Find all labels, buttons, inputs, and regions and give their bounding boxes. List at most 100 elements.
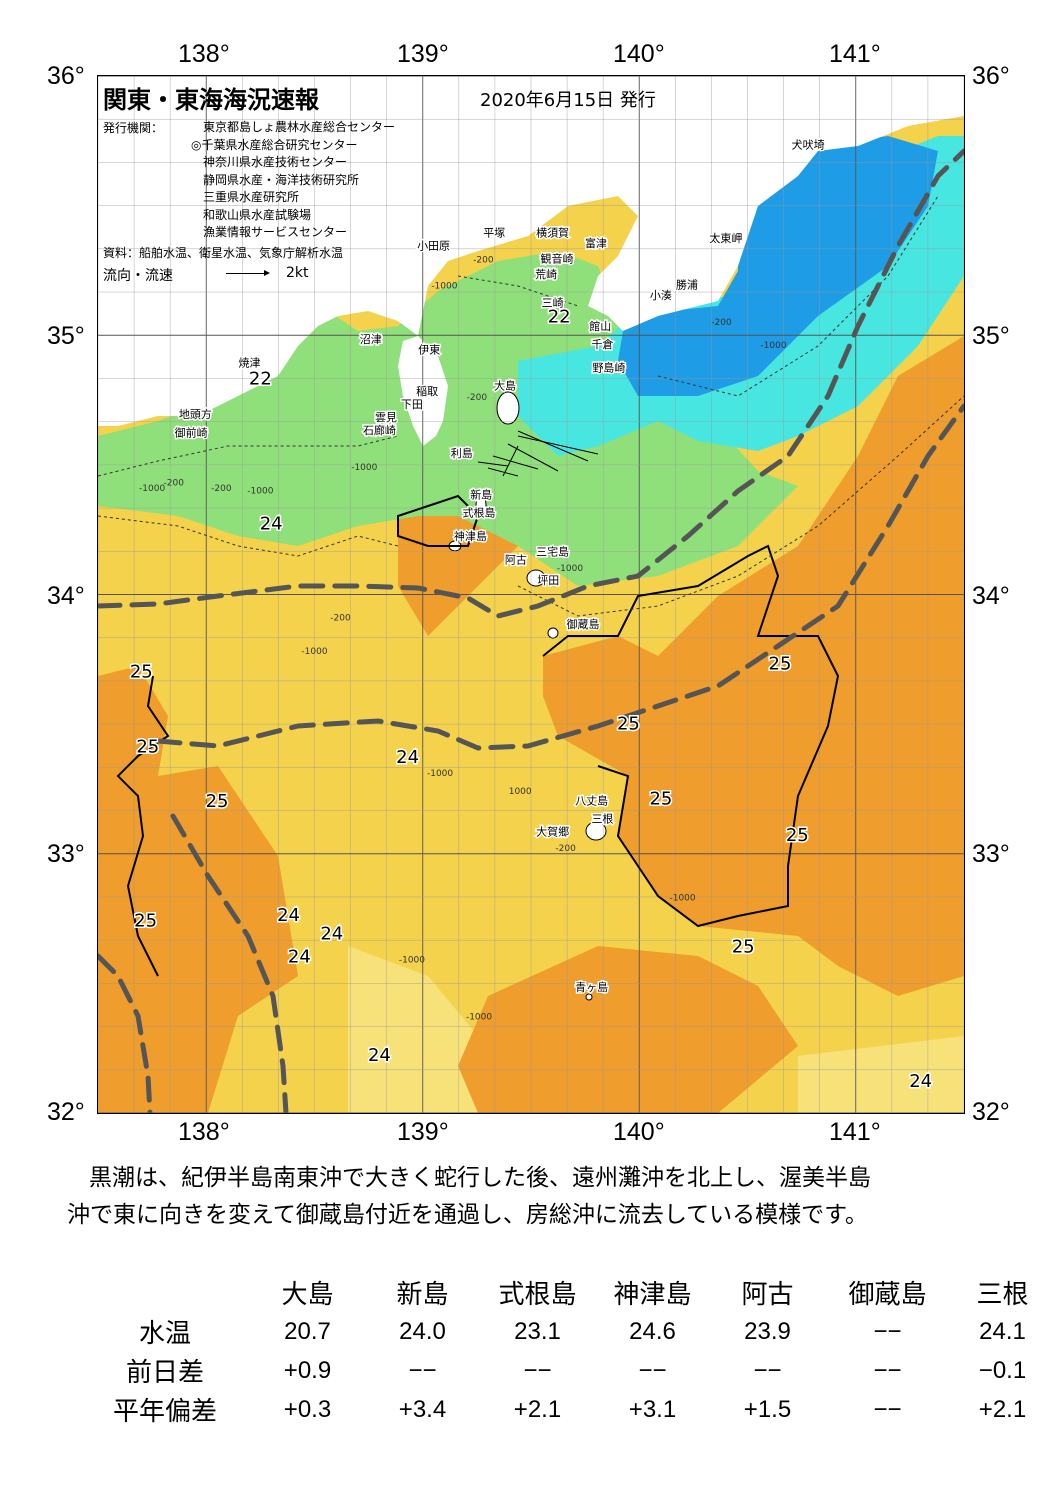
- place-name-label: 地頭方: [179, 407, 212, 421]
- table-cell: +2.1: [978, 1395, 1027, 1423]
- publisher-4: 静岡県水産・海洋技術研究所: [203, 172, 360, 187]
- isotherm-value-label: 24: [277, 905, 300, 926]
- isotherm-value-label: 25: [134, 910, 157, 931]
- current-legend-label: 流向・流速: [103, 268, 173, 284]
- table-row-daily-diff: 前日差 +0.9 −− −− −− −− −− −0.1: [80, 1351, 1055, 1390]
- summary-line-1: 黒潮は、紀伊半島南東沖で大きく蛇行した後、遠州灘沖を北上し、渥美半島: [89, 1165, 871, 1191]
- depth-contour-label: -200: [164, 479, 185, 489]
- place-name-label: 横須賀: [536, 226, 569, 240]
- table-cell: 20.7: [284, 1317, 331, 1345]
- place-name-label: 三根: [591, 812, 613, 826]
- place-name-label: 伊東: [418, 343, 440, 356]
- place-name-label: 三宅島: [536, 545, 569, 559]
- place-name-label: 八丈島: [575, 793, 608, 807]
- place-name-label: 小田原: [417, 240, 450, 253]
- station-header: 神津島: [613, 1280, 692, 1310]
- publisher-5: 三重県水産研究所: [203, 190, 300, 204]
- isotherm-value-label: 24: [396, 747, 419, 768]
- isotherm-value-label: 25: [732, 936, 755, 957]
- land-boso-peninsula: [638, 86, 964, 216]
- table-header-row: 大島 新島 式根島 神津島 阿古 御蔵島 三根: [80, 1273, 1055, 1312]
- place-name-label: 式根島: [463, 506, 496, 520]
- publisher-3: 神奈川県水産技術センター: [203, 155, 348, 169]
- table-cell: 24.1: [979, 1317, 1026, 1345]
- isotherm-value-label: 25: [649, 788, 672, 809]
- kuroshio-axis-main: [98, 148, 964, 619]
- depth-contour-label: -200: [211, 484, 232, 494]
- temperature-labels: 22 22 24 25 25 25 24 25 24 24 24 24 25 25 25 25 25 24: [128, 305, 933, 1094]
- place-name-label: 勝浦: [676, 278, 698, 292]
- depth-contour-label: -200: [330, 613, 351, 623]
- isotherm-value-label: 22: [249, 369, 272, 390]
- isotherm-25-east: [542, 544, 840, 928]
- station-header: 御蔵島: [848, 1280, 927, 1310]
- lat-tick-left-34: 34°: [47, 582, 85, 610]
- table-cell: +0.3: [283, 1395, 332, 1423]
- place-name-label: 稲取: [416, 385, 438, 398]
- lon-tick-top-140: 140°: [613, 40, 665, 68]
- lat-tick-left-35: 35°: [47, 322, 85, 350]
- kuroshio-axis-west-1: [170, 813, 289, 1113]
- table-cell: +0.9: [283, 1356, 332, 1384]
- lat-tick-right-32: 32°: [972, 1098, 1010, 1126]
- kuroshio-axis-offshore: [155, 403, 964, 751]
- place-name-label: 新島: [470, 488, 492, 502]
- row-label: 平年偏差: [112, 1397, 217, 1427]
- depth-contour-label: -1000: [301, 647, 327, 657]
- kuroshio-axis-west-2: [98, 953, 153, 1113]
- isotherm-value-label: 25: [206, 791, 229, 812]
- depth-labels: -200 -1000 -200 -1000 -200 -1000 -1000 -200 -100…: [139, 256, 787, 1023]
- place-name-label: 千倉: [591, 337, 613, 351]
- depth-contour-label: -200: [467, 393, 488, 403]
- place-name-label: 焼津: [239, 356, 261, 369]
- place-name-label: 坪田: [537, 574, 559, 587]
- place-name-label: 利島: [451, 446, 473, 460]
- place-name-label: 雲見: [375, 411, 397, 424]
- isotherm-value-label: 22: [548, 306, 571, 327]
- table-row-water-temp: 水温 20.7 24.0 23.1 24.6 23.9 −− 24.1: [80, 1312, 1055, 1351]
- table-cell: +3.1: [628, 1395, 677, 1423]
- table-cell: 24.6: [629, 1317, 676, 1345]
- depth-contour-label: -1000: [399, 956, 425, 966]
- lat-tick-right-36: 36°: [972, 62, 1010, 90]
- isotherm-value-label: 24: [368, 1045, 391, 1066]
- depth-contour-label: 1000: [509, 787, 532, 797]
- lon-tick-bottom-140: 140°: [613, 1118, 665, 1146]
- current-legend-arrow: [226, 273, 266, 274]
- table-cell: −−: [873, 1356, 902, 1384]
- depth-contour-label: -1000: [557, 564, 583, 574]
- table-cell: −−: [873, 1395, 902, 1423]
- publisher-7: 漁業情報サービスセンター: [203, 225, 348, 239]
- graticule: [98, 76, 964, 1113]
- table-cell: 23.9: [744, 1317, 791, 1345]
- isotherm-value-label: 25: [136, 737, 159, 758]
- table-cell: +1.5: [743, 1395, 792, 1423]
- table-cell: 23.1: [514, 1317, 561, 1345]
- place-name-label: 御蔵島: [566, 617, 599, 631]
- place-name-label: 石廊崎: [363, 423, 396, 437]
- table-cell: +3.4: [398, 1395, 447, 1423]
- table-cell: −−: [873, 1317, 902, 1345]
- station-header: 新島: [396, 1280, 449, 1310]
- table-cell: −−: [408, 1356, 437, 1384]
- station-header: 式根島: [498, 1280, 577, 1310]
- depth-contour-label: -1000: [247, 486, 273, 496]
- isotherm-value-label: 25: [769, 654, 792, 675]
- summary-line-2: 沖で東に向きを変えて御蔵島付近を通過し、房総沖に流去している模様です。: [67, 1202, 868, 1228]
- place-name-label: 阿古: [505, 553, 527, 566]
- sst-zone-25-east: [543, 336, 964, 996]
- depth-contour-label: -1000: [351, 463, 377, 473]
- depth-contour-label: -200: [711, 318, 732, 328]
- lat-tick-left-33: 33°: [47, 840, 85, 868]
- place-name-label: 下田: [401, 398, 423, 411]
- isotherm-value-label: 25: [130, 661, 153, 682]
- issue-date: 2020年6月15日 発行: [480, 90, 656, 111]
- island-niijima: [475, 493, 487, 519]
- table-cell: 24.0: [399, 1317, 446, 1345]
- island-mikurajima: [547, 627, 559, 639]
- isotherm-value-label: 24: [320, 923, 343, 944]
- publisher-list: 東京都島しょ農林水産総合センター ◎千葉県水産総合研究センター 神奈川県水産技術…: [191, 119, 395, 242]
- place-name-label: 荒崎: [535, 267, 557, 281]
- sst-zone-25-west: [98, 666, 298, 1113]
